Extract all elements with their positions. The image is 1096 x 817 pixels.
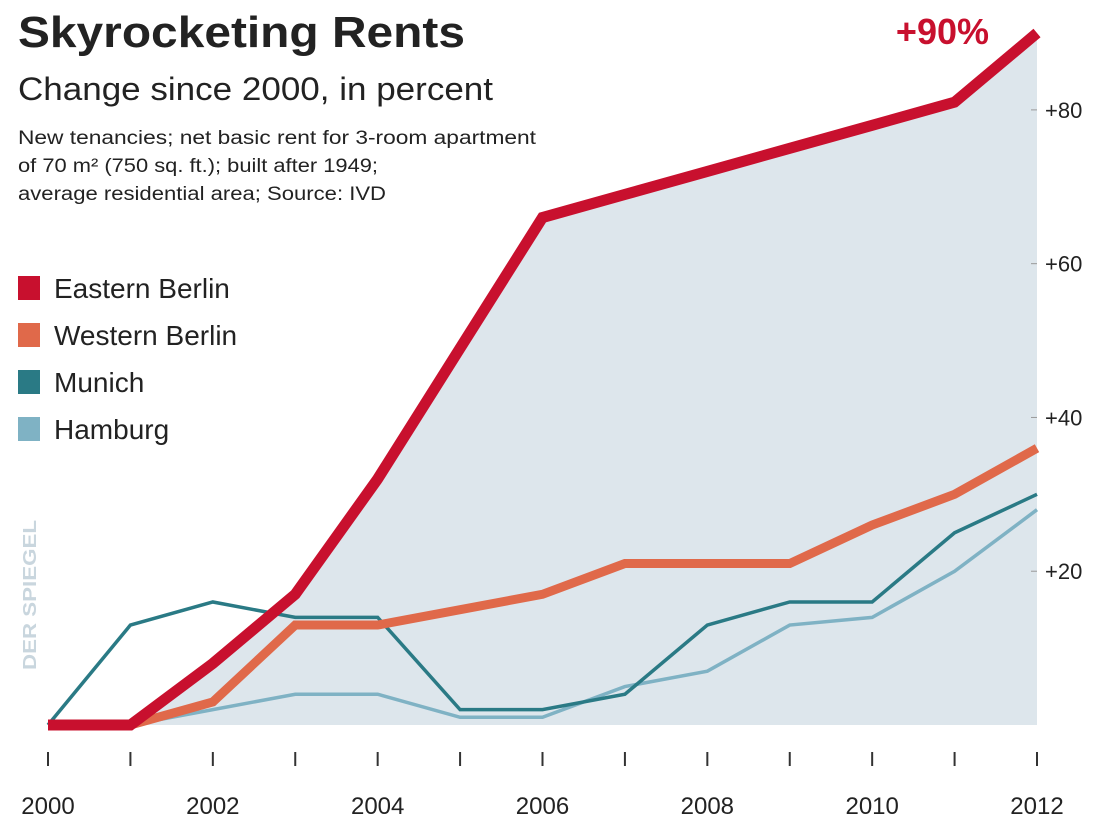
x-tick-label: 2000 <box>21 793 74 817</box>
y-tick-label: +40 <box>1045 405 1082 430</box>
x-tick-label: 2006 <box>516 793 569 817</box>
series-line <box>48 28 1041 731</box>
note-line: New tenancies; net basic rent for 3-room… <box>18 128 537 149</box>
plot-layer <box>48 33 1037 725</box>
legend-label: Hamburg <box>54 414 169 445</box>
series-line <box>46 492 1038 727</box>
chart-title: Skyrocketing Rents <box>18 8 465 57</box>
legend-label: Munich <box>54 367 144 398</box>
note-line: average residential area; Source: IVD <box>18 184 386 205</box>
x-tick-label: 2004 <box>351 793 404 817</box>
legend-swatch <box>18 417 40 441</box>
series-line <box>48 508 1039 727</box>
y-tick-label: +20 <box>1045 559 1082 584</box>
value-label: +90% <box>896 11 989 52</box>
y-tick-label: +80 <box>1045 98 1082 123</box>
x-tick-label: 2010 <box>845 793 898 817</box>
legend-label: Western Berlin <box>54 320 237 351</box>
x-tick-label: 2012 <box>1010 793 1063 817</box>
area <box>48 33 1037 725</box>
chart-subtitle: Change since 2000, in percent <box>18 71 493 107</box>
legend-swatch <box>18 370 40 394</box>
x-tick-label: 2002 <box>186 793 239 817</box>
legend-swatch <box>18 276 40 300</box>
source-logo: DER SPIEGEL <box>20 520 40 670</box>
x-tick-label: 2008 <box>681 793 734 817</box>
legend-swatch <box>18 323 40 347</box>
legend-label: Eastern Berlin <box>54 273 230 304</box>
y-tick-label: +60 <box>1045 252 1082 277</box>
series-line <box>48 444 1040 730</box>
note-line: of 70 m² (750 sq. ft.); built after 1949… <box>18 156 378 177</box>
